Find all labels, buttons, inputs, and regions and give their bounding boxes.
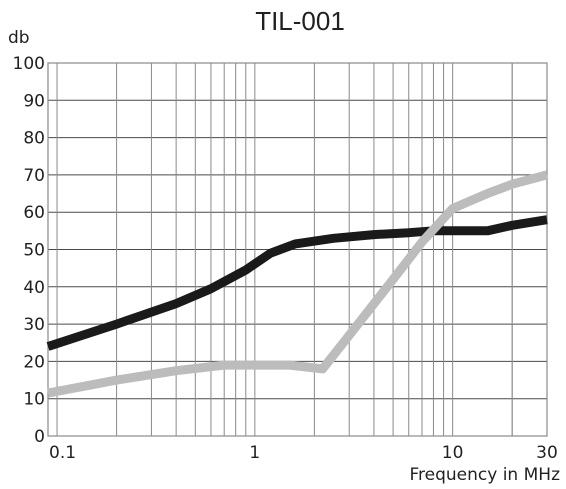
y-tick-label: 20: [23, 352, 45, 372]
grid: [48, 63, 547, 436]
y-tick-label: 0: [34, 427, 45, 447]
y-tick-label: 60: [23, 203, 45, 223]
y-tick-label: 10: [23, 390, 45, 410]
x-tick-label: 30: [536, 443, 558, 463]
y-tick-label: 80: [23, 129, 45, 149]
x-tick-label: 0.1: [49, 443, 76, 463]
x-tick-label: 1: [249, 443, 260, 463]
y-axis-label: db: [8, 28, 30, 48]
y-tick-label: 70: [23, 166, 45, 186]
y-tick-label: 40: [23, 278, 45, 298]
series-line-2: [47, 170, 549, 398]
tick-labels: 0 10 20 30 40 50 60 70 80 90 100 0.1 1 10 30: [13, 54, 558, 463]
y-tick-label: 100: [13, 54, 45, 74]
x-tick-label: 10: [442, 443, 464, 463]
chart-title: TIL-001: [255, 6, 345, 36]
series-layer: [46, 170, 549, 398]
y-tick-label: 30: [23, 315, 45, 335]
series-line-1: [46, 215, 548, 351]
plot-frame: [47, 62, 548, 437]
x-axis-label: Frequency in MHz: [409, 465, 560, 485]
y-tick-label: 50: [23, 241, 45, 261]
y-tick-label: 90: [23, 91, 45, 111]
